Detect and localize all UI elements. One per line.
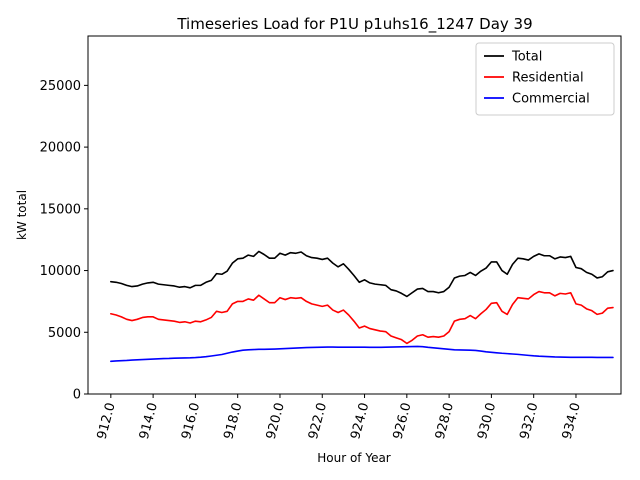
series-layer	[110, 250, 614, 363]
x-axis-label: Hour of Year	[317, 451, 391, 465]
y-tick-label: 25000	[40, 79, 81, 94]
y-tick-label: 10000	[40, 264, 81, 279]
y-axis-label: kW total	[15, 190, 29, 240]
legend: Total Residential Commercial	[475, 42, 615, 116]
series-line-commercial	[110, 345, 614, 363]
y-axis: 0 5000 10000 15000 20000 25000	[40, 79, 88, 403]
series-line-residential	[110, 290, 614, 345]
y-tick-label: 20000	[40, 141, 81, 156]
legend-label-residential: Residential	[512, 71, 584, 86]
legend-box	[475, 42, 615, 116]
y-tick-label: 5000	[48, 326, 81, 341]
plot-frame	[87, 35, 622, 395]
legend-label-total: Total	[511, 50, 542, 65]
y-tick-label: 0	[73, 388, 81, 403]
series-line-total	[110, 250, 614, 298]
y-tick-label: 15000	[40, 202, 81, 217]
legend-label-commercial: Commercial	[512, 92, 590, 107]
chart-title: Timeseries Load for P1U p1uhs16_1247 Day…	[176, 15, 532, 34]
